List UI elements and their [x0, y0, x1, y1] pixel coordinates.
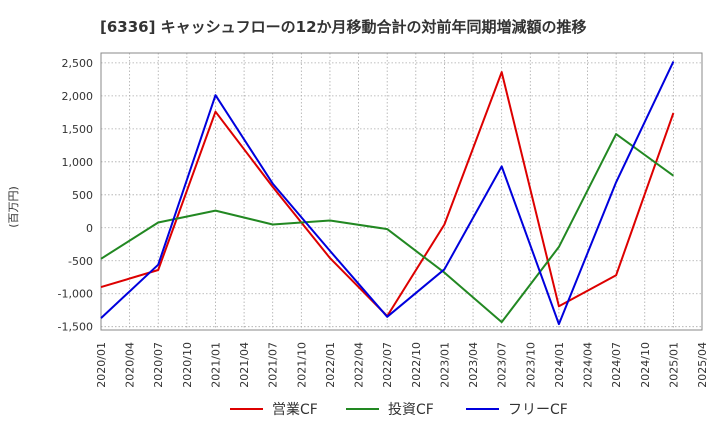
x-tick-label: 2021/07 [267, 342, 280, 388]
legend-label: 投資CF [388, 402, 434, 418]
x-tick-label: 2023/10 [524, 342, 537, 388]
series-line [100, 61, 675, 326]
x-tick-label: 2021/10 [295, 342, 308, 388]
x-tick-label: 2025/01 [667, 342, 680, 388]
x-tick-label: 2023/04 [467, 342, 480, 388]
x-tick-label: 2023/07 [496, 342, 509, 388]
x-tick-label: 2020/10 [181, 342, 194, 388]
x-tick-label: 2021/01 [209, 342, 222, 388]
x-tick-label: 2024/10 [639, 342, 652, 388]
series-lines [100, 61, 675, 326]
y-tick-label: 1,500 [62, 123, 94, 136]
grid [101, 53, 702, 330]
y-tick-label: -1,500 [58, 321, 93, 334]
legend-label: フリーCF [508, 402, 568, 418]
y-tick-label: 2,000 [62, 90, 94, 103]
legend: 営業CF 投資CF フリーCF [230, 402, 568, 418]
y-tick-label: 500 [72, 189, 93, 202]
x-tick-label: 2024/01 [553, 342, 566, 388]
y-tick-label: 0 [86, 222, 93, 235]
x-tick-label: 2024/07 [610, 342, 623, 388]
x-tick-label: 2023/01 [438, 342, 451, 388]
y-axis-ticks: 2,500 2,000 1,500 1,000 500 0 -500 -1,000 -1,500 [58, 57, 93, 334]
y-axis-label: (百万円) [7, 186, 20, 228]
x-tick-label: 2022/10 [410, 342, 423, 388]
chart-title: [6336] キャッシュフローの12か月移動合計の対前年同期増減額の推移 [100, 18, 587, 36]
y-tick-label: 2,500 [62, 57, 94, 70]
y-tick-label: -500 [68, 255, 93, 268]
x-axis-ticks: 2020/01 2020/04 2020/07 2020/10 2021/01 2021/… [95, 342, 709, 388]
y-tick-label: -1,000 [58, 288, 93, 301]
x-tick-label: 2022/01 [324, 342, 337, 388]
x-tick-label: 2021/04 [238, 342, 251, 388]
x-tick-label: 2022/04 [353, 342, 366, 388]
x-tick-label: 2022/07 [381, 342, 394, 388]
series-line [100, 133, 674, 324]
legend-label: 営業CF [272, 402, 318, 418]
x-tick-label: 2020/01 [95, 342, 108, 388]
axes [100, 52, 703, 331]
plot-frame [100, 52, 703, 331]
x-tick-label: 2024/04 [582, 342, 595, 388]
y-tick-label: 1,000 [62, 156, 94, 169]
x-tick-label: 2025/04 [696, 342, 709, 388]
x-tick-label: 2020/04 [124, 342, 137, 388]
x-tick-label: 2020/07 [152, 342, 165, 388]
